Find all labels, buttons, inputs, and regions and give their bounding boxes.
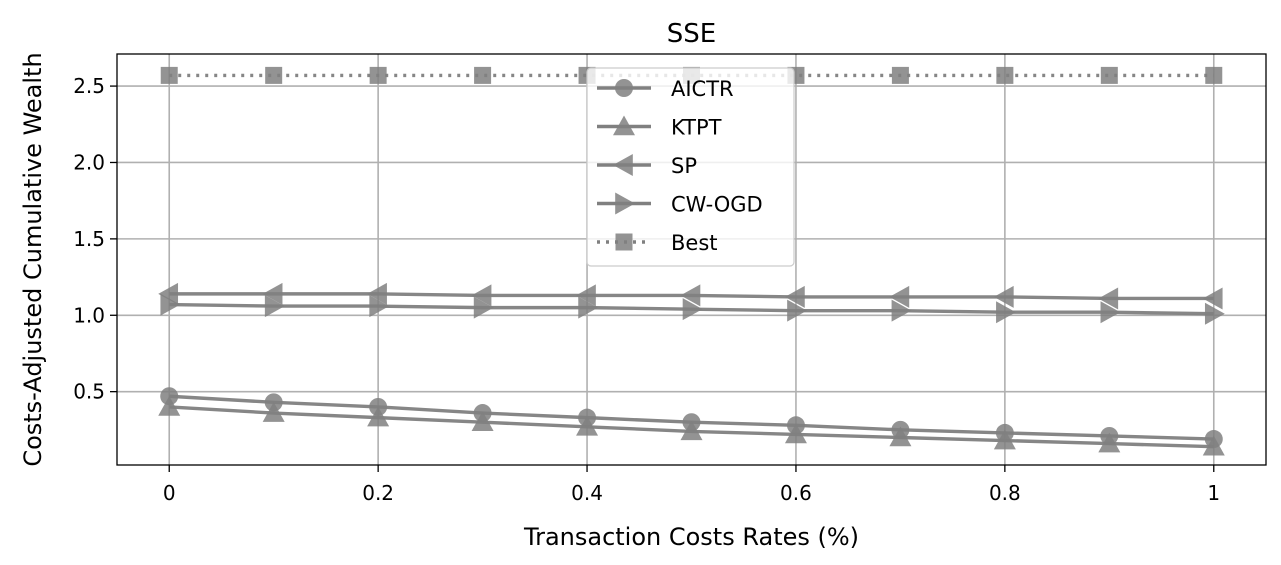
data-point-best xyxy=(996,66,1014,84)
legend-marker-best xyxy=(615,233,633,251)
legend-item-aictr: AICTR xyxy=(597,77,734,101)
x-tick-label: 0.4 xyxy=(571,481,603,505)
y-tick-label: 2.5 xyxy=(73,74,105,98)
data-point-cw-ogd xyxy=(1100,301,1121,324)
legend-label-ktpt: KTPT xyxy=(671,116,722,140)
data-point-ktpt xyxy=(576,415,599,436)
legend-marker-aictr xyxy=(615,79,633,97)
data-point-cw-ogd xyxy=(160,293,181,316)
data-point-ktpt xyxy=(367,406,390,427)
data-point-sp xyxy=(262,282,283,305)
data-point-ktpt xyxy=(158,395,181,416)
data-point-ktpt xyxy=(262,402,285,422)
y-tick-label: 0.5 xyxy=(73,380,105,404)
series-layer xyxy=(158,66,1225,456)
series-ktpt xyxy=(158,395,1225,456)
data-point-cw-ogd xyxy=(682,298,703,321)
data-point-sp xyxy=(993,285,1014,308)
data-point-ktpt xyxy=(680,420,703,441)
data-point-sp xyxy=(158,282,179,305)
data-point-sp xyxy=(576,284,596,307)
x-tick-label: 0.6 xyxy=(780,481,812,505)
data-point-sp xyxy=(1202,287,1223,310)
data-point-best xyxy=(1100,66,1118,84)
legend-marker-ktpt xyxy=(613,115,635,136)
data-point-best xyxy=(160,66,178,84)
legend-item-cw-ogd: CW-OGD xyxy=(597,192,763,217)
legend-label-sp: SP xyxy=(671,154,697,178)
series-cw-ogd xyxy=(160,293,1225,325)
data-point-best xyxy=(1205,66,1223,84)
legend-label-best: Best xyxy=(671,231,718,255)
x-axis-label: Transaction Costs Rates (%) xyxy=(523,523,859,551)
plot-frame xyxy=(116,53,1267,466)
data-point-ktpt xyxy=(471,411,494,432)
data-point-best xyxy=(265,66,283,84)
data-point-cw-ogd xyxy=(787,299,807,322)
data-point-best xyxy=(369,66,387,84)
ticks: 0 0.2 0.4 0.6 0.8 1 0.5 1.0 1.5 2.0 2.5 xyxy=(73,74,1220,505)
series-sp xyxy=(158,282,1223,310)
x-tick-label: 0.8 xyxy=(989,481,1021,505)
data-point-best xyxy=(474,66,492,84)
data-point-cw-ogd xyxy=(264,295,285,318)
y-axis-label: Costs-Adjusted Cumulative Wealth xyxy=(19,52,47,466)
legend-box xyxy=(586,67,795,267)
x-tick-label: 0.2 xyxy=(362,481,394,505)
legend-marker-sp xyxy=(613,154,633,176)
data-point-sp xyxy=(784,285,805,308)
legend: AICTR KTPT SP CW-OGD Best xyxy=(586,67,795,267)
legend-item-best: Best xyxy=(597,231,718,255)
data-point-sp xyxy=(889,285,910,308)
data-point-ktpt xyxy=(889,426,912,447)
data-point-ktpt xyxy=(1202,435,1225,456)
legend-label-cw-ogd: CW-OGD xyxy=(671,193,763,217)
data-point-ktpt xyxy=(993,429,1016,450)
x-tick-label: 1 xyxy=(1207,481,1220,505)
y-tick-label: 1.5 xyxy=(73,227,105,251)
data-point-cw-ogd xyxy=(578,296,599,319)
data-point-ktpt xyxy=(1098,432,1121,453)
legend-label-aictr: AICTR xyxy=(671,77,734,101)
data-point-cw-ogd xyxy=(1204,302,1225,325)
data-point-cw-ogd xyxy=(891,299,912,322)
y-tick-label: 1.0 xyxy=(73,303,105,327)
legend-item-ktpt: KTPT xyxy=(597,115,722,140)
x-tick-label: 0 xyxy=(163,481,176,505)
data-point-ktpt xyxy=(784,423,807,444)
data-point-best xyxy=(891,66,909,84)
data-point-cw-ogd xyxy=(996,301,1016,324)
data-point-sp xyxy=(471,284,492,307)
y-tick-label: 2.0 xyxy=(73,150,105,174)
data-point-cw-ogd xyxy=(369,295,390,318)
legend-item-sp: SP xyxy=(597,154,697,178)
data-point-cw-ogd xyxy=(473,296,494,319)
data-point-sp xyxy=(367,282,387,305)
chart-title: SSE xyxy=(667,19,716,49)
legend-marker-cw-ogd xyxy=(615,192,635,215)
data-point-sp xyxy=(680,284,701,307)
data-point-sp xyxy=(1098,287,1119,310)
